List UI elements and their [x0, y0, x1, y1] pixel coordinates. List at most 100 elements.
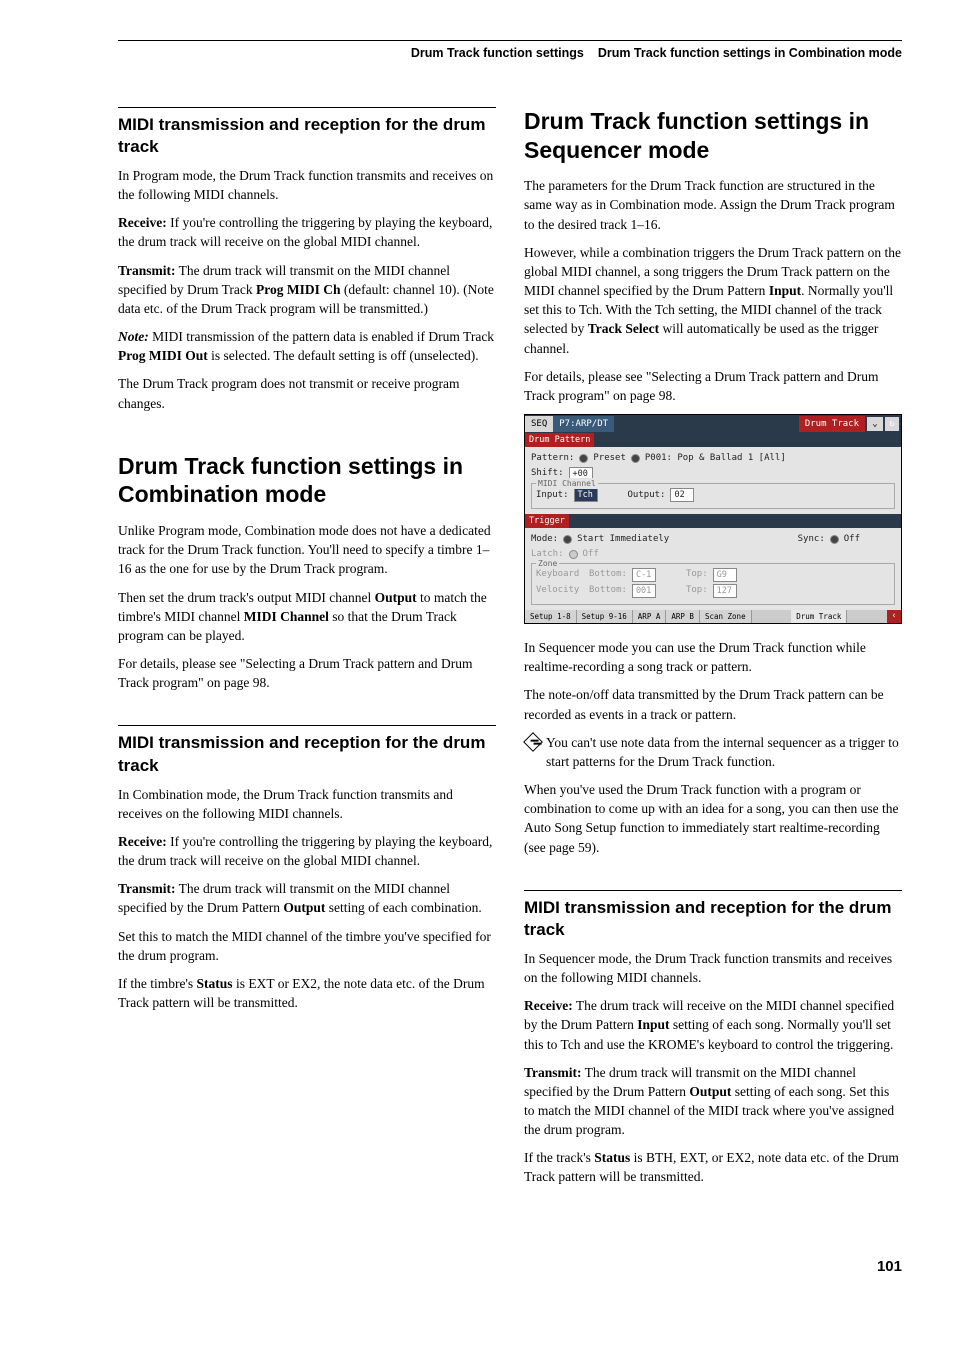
ss-velocity-label: Velocity	[536, 584, 584, 597]
ss-tab-setup18[interactable]: Setup 1-8	[525, 610, 577, 624]
ss-output-value[interactable]: 02	[670, 488, 694, 502]
text: Then set the drum track's output MIDI ch…	[118, 590, 375, 605]
param: Status	[594, 1150, 630, 1165]
refresh-icon[interactable]: ↻	[885, 417, 899, 431]
param: Track Select	[588, 321, 659, 336]
body-text: Transmit: The drum track will transmit o…	[118, 261, 496, 318]
label: Transmit:	[524, 1065, 582, 1080]
param: Output	[375, 590, 417, 605]
ss-page-label: P7:ARP/DT	[553, 416, 614, 433]
body-text: Set this to match the MIDI channel of th…	[118, 927, 496, 965]
breadcrumb-left: Drum Track function settings	[411, 45, 584, 63]
ss-seq-label: SEQ	[525, 416, 553, 433]
rule	[524, 890, 902, 891]
ss-bottom-label2: Bottom:	[589, 584, 627, 597]
ss-tab-arpa[interactable]: ARP A	[633, 610, 667, 624]
chevron-down-icon[interactable]: ⌄	[867, 417, 883, 431]
ss-top-label: Top:	[686, 568, 708, 581]
body-text: In Program mode, the Drum Track function…	[118, 166, 496, 204]
body-text: When you've used the Drum Track function…	[524, 780, 902, 857]
ss-sync-label: Sync:	[798, 533, 825, 546]
heading-midi-prog: MIDI transmission and reception for the …	[118, 114, 496, 158]
ss-input-label: Input:	[536, 489, 569, 502]
caution-icon	[523, 732, 543, 752]
body-text: The Drum Track program does not transmit…	[118, 374, 496, 412]
ss-vel-bottom: 001	[632, 584, 656, 598]
param: MIDI Channel	[244, 609, 329, 624]
ss-section-trigger: Trigger	[525, 514, 569, 528]
ss-input-value[interactable]: Tch	[574, 488, 598, 502]
text: is selected. The default setting is off …	[208, 348, 479, 363]
text: If you're controlling the triggering by …	[118, 215, 492, 249]
body-text: For details, please see "Selecting a Dru…	[524, 367, 902, 405]
text: If the timbre's	[118, 976, 197, 991]
ss-zone-legend: Zone	[536, 558, 559, 569]
ss-bottom-label: Bottom:	[589, 568, 627, 581]
text: setting of each combination.	[325, 900, 481, 915]
heading-midi-combi: MIDI transmission and reception for the …	[118, 732, 496, 776]
note-text: You can't use note data from the interna…	[546, 733, 902, 771]
body-text: Receive: If you're controlling the trigg…	[118, 832, 496, 870]
ss-body-trigger: Mode: Start Immediately Sync: Off Latch:…	[525, 528, 901, 610]
body-text: Note: MIDI transmission of the pattern d…	[118, 327, 496, 365]
param: Output	[689, 1084, 731, 1099]
radio-icon[interactable]	[579, 454, 588, 463]
radio-icon[interactable]	[631, 454, 640, 463]
body-text: However, while a combination triggers th…	[524, 243, 902, 358]
param: Input	[769, 283, 801, 298]
note-callout: You can't use note data from the interna…	[524, 733, 902, 771]
two-column-layout: MIDI transmission and reception for the …	[118, 107, 902, 1196]
ss-sync-value: Off	[844, 533, 860, 546]
param: Prog MIDI Out	[118, 348, 208, 363]
param: Status	[197, 976, 233, 991]
ss-pattern-preset: Preset	[593, 452, 626, 465]
body-text: In Combination mode, the Drum Track func…	[118, 785, 496, 823]
body-text: Transmit: The drum track will transmit o…	[524, 1063, 902, 1140]
radio-icon	[569, 550, 578, 559]
ss-tab-scanzone[interactable]: Scan Zone	[700, 610, 752, 624]
ss-section-drumpattern: Drum Pattern	[525, 433, 594, 447]
body-text: In Sequencer mode, the Drum Track functi…	[524, 949, 902, 987]
body-text: If the track's Status is BTH, EXT, or EX…	[524, 1148, 902, 1186]
seq-screenshot: SEQ P7:ARP/DT Drum Track ⌄ ↻ Drum Patter…	[524, 414, 902, 624]
ss-mode-value: Start Immediately	[577, 533, 669, 546]
body-text: The note-on/off data transmitted by the …	[524, 685, 902, 723]
body-text: If the timbre's Status is EXT or EX2, th…	[118, 974, 496, 1012]
label: Receive:	[524, 998, 573, 1013]
param: Input	[637, 1017, 669, 1032]
heading-combi-mode: Drum Track function settings in Combinat…	[118, 452, 496, 510]
radio-icon[interactable]	[830, 535, 839, 544]
body-text: In Sequencer mode you can use the Drum T…	[524, 638, 902, 676]
left-column: MIDI transmission and reception for the …	[118, 107, 496, 1196]
ss-midich-legend: MIDI Channel	[536, 478, 598, 489]
ss-tab-setup916[interactable]: Setup 9-16	[577, 610, 633, 624]
body-text: Receive: If you're controlling the trigg…	[118, 213, 496, 251]
ss-tab-arpb[interactable]: ARP B	[666, 610, 700, 624]
ss-latch-value: Off	[583, 548, 599, 561]
rule	[118, 107, 496, 108]
label: Receive:	[118, 215, 167, 230]
body-text: The parameters for the Drum Track functi…	[524, 176, 902, 233]
param: Prog MIDI Ch	[256, 282, 341, 297]
ss-pattern-value: P001: Pop & Ballad 1 [All]	[645, 452, 786, 465]
breadcrumb: Drum Track function settings Drum Track …	[118, 45, 902, 63]
body-text: For details, please see "Selecting a Dru…	[118, 654, 496, 692]
ss-zone-fieldset: Zone Keyboard Bottom: C-1 Top: G9 Veloci…	[531, 563, 895, 605]
label: Transmit:	[118, 263, 176, 278]
ss-mode-label: Mode:	[531, 533, 558, 546]
ss-tab-drumtrack[interactable]: Drum Track	[791, 610, 847, 624]
label: Receive:	[118, 834, 167, 849]
right-column: Drum Track function settings in Sequence…	[524, 107, 902, 1196]
breadcrumb-right: Drum Track function settings in Combinat…	[598, 45, 902, 63]
chevron-left-icon[interactable]: ‹	[887, 610, 901, 624]
body-text: Receive: The drum track will receive on …	[524, 996, 902, 1053]
ss-topbar: SEQ P7:ARP/DT Drum Track ⌄ ↻	[525, 415, 901, 433]
radio-icon[interactable]	[563, 535, 572, 544]
ss-kb-bottom: C-1	[632, 568, 656, 582]
text: MIDI transmission of the pattern data is…	[149, 329, 494, 344]
ss-midich-fieldset: MIDI Channel Input: Tch Output: 02	[531, 483, 895, 509]
text: If you're controlling the triggering by …	[118, 834, 492, 868]
body-text: Transmit: The drum track will transmit o…	[118, 879, 496, 917]
body-text: Unlike Program mode, Combination mode do…	[118, 521, 496, 578]
heading-midi-seq: MIDI transmission and reception for the …	[524, 897, 902, 941]
